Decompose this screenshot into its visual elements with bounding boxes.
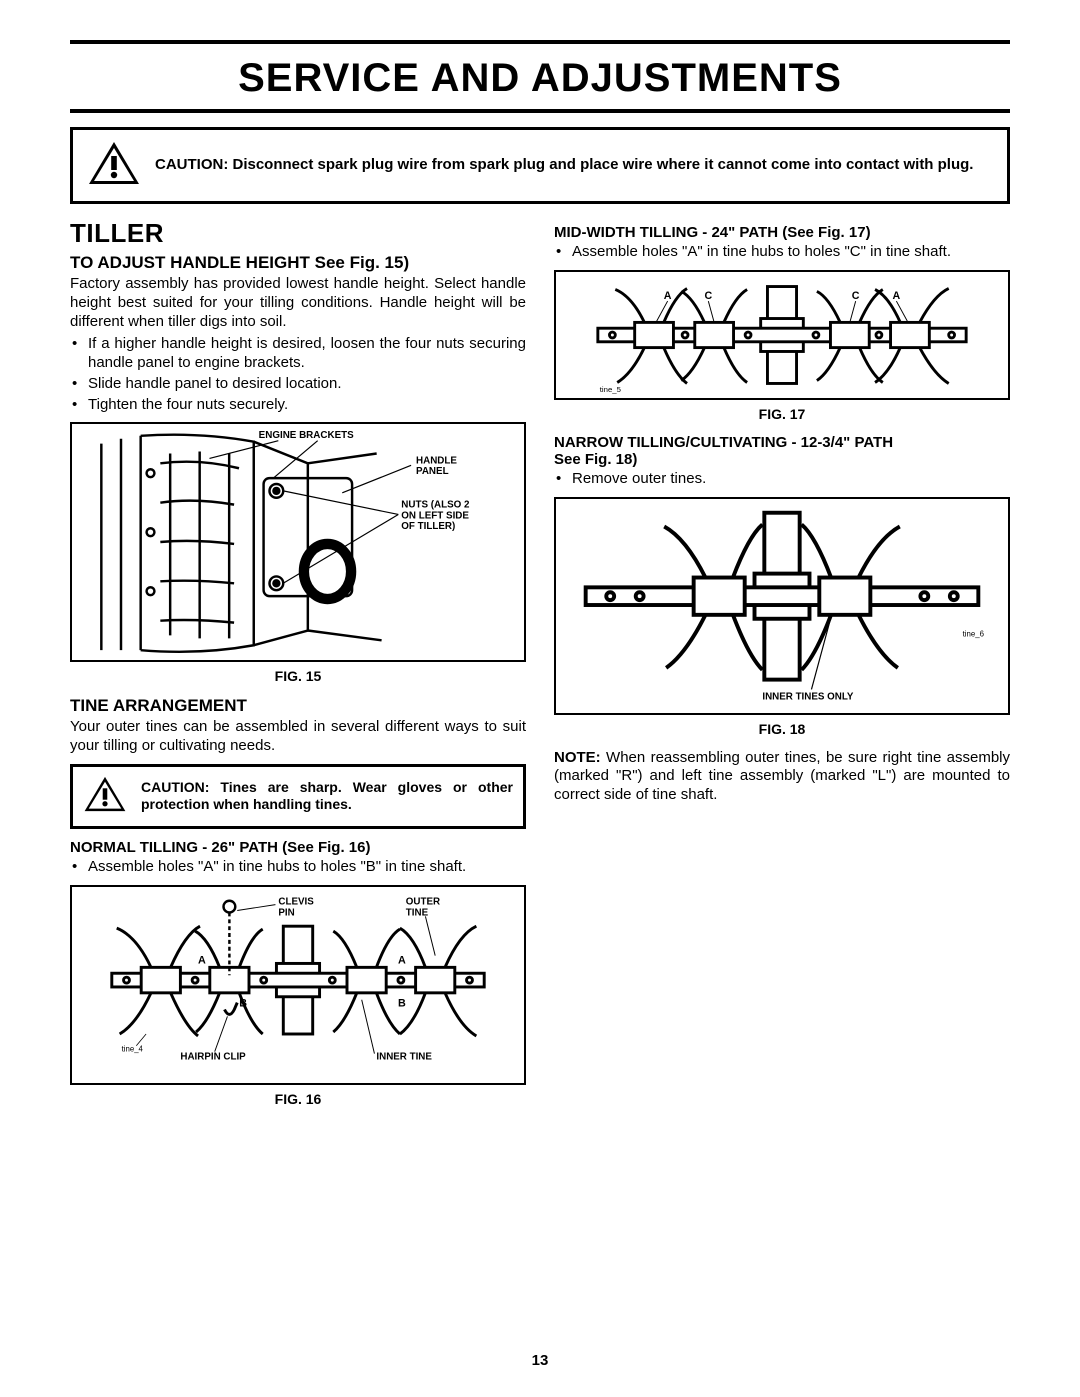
- normal-heading: NORMAL TILLING - 26" PATH (See Fig. 16): [70, 839, 526, 856]
- svg-text:tine_6: tine_6: [963, 629, 985, 638]
- warning-icon-small: [83, 775, 127, 818]
- adjust-bullets: If a higher handle height is desired, lo…: [70, 335, 526, 414]
- svg-text:tine_5: tine_5: [600, 385, 621, 394]
- svg-text:B: B: [239, 997, 247, 1009]
- left-column: TILLER TO ADJUST HANDLE HEIGHT See Fig. …: [70, 218, 526, 1119]
- page-title: SERVICE AND ADJUSTMENTS: [70, 56, 1010, 101]
- top-caution-text: CAUTION: Disconnect spark plug wire from…: [155, 156, 973, 175]
- tine-arr-para: Your outer tines can be assembled in sev…: [70, 718, 526, 756]
- note-para: NOTE: When reassembling outer tines, be …: [554, 749, 1010, 805]
- fig-17-box: A C C A tine_5: [554, 270, 1010, 400]
- mid-bullet: Assemble holes "A" in tine hubs to holes…: [572, 243, 1010, 262]
- svg-text:INNER TINE: INNER TINE: [376, 1051, 432, 1062]
- narrow-bullet: Remove outer tines.: [572, 470, 1010, 489]
- svg-text:A: A: [198, 954, 206, 966]
- narrow-bullets: Remove outer tines.: [554, 470, 1010, 489]
- fig-18-svg: INNER TINES ONLY tine_6: [556, 499, 1008, 713]
- svg-text:C: C: [704, 290, 712, 302]
- normal-bullet: Assemble holes "A" in tine hubs to holes…: [88, 858, 526, 877]
- adjust-bullet-1: If a higher handle height is desired, lo…: [88, 335, 526, 373]
- label-handle-panel: HANDLEPANEL: [416, 456, 457, 478]
- tiller-heading: TILLER: [70, 218, 526, 249]
- fig-15-svg: ENGINE BRACKETS HANDLEPANEL NUTS (ALSO 2…: [72, 424, 524, 660]
- fig-16-box: CLEVISPIN OUTERTINE A A B B HAIRPIN CLIP…: [70, 885, 526, 1085]
- content-columns: TILLER TO ADJUST HANDLE HEIGHT See Fig. …: [70, 218, 1010, 1119]
- tine-caution-text: CAUTION: Tines are sharp. Wear gloves or…: [141, 779, 513, 814]
- svg-text:INNER TINES ONLY: INNER TINES ONLY: [762, 691, 854, 702]
- caution-label: CAUTION:: [155, 156, 228, 173]
- svg-text:A: A: [664, 290, 672, 302]
- top-rule: [70, 40, 1010, 44]
- right-column: MID-WIDTH TILLING - 24" PATH (See Fig. 1…: [554, 218, 1010, 1119]
- fig-16-caption: FIG. 16: [70, 1091, 526, 1107]
- page-number: 13: [0, 1352, 1080, 1369]
- svg-text:C: C: [852, 290, 860, 302]
- svg-text:A: A: [398, 954, 406, 966]
- svg-text:B: B: [398, 997, 406, 1009]
- mid-heading: MID-WIDTH TILLING - 24" PATH (See Fig. 1…: [554, 224, 1010, 241]
- fig-17-svg: A C C A tine_5: [556, 272, 1008, 398]
- tine-caution-box: CAUTION: Tines are sharp. Wear gloves or…: [70, 764, 526, 829]
- svg-text:OUTERTINE: OUTERTINE: [406, 896, 440, 918]
- top-caution-box: CAUTION: Disconnect spark plug wire from…: [70, 127, 1010, 204]
- fig-15-box: ENGINE BRACKETS HANDLEPANEL NUTS (ALSO 2…: [70, 422, 526, 662]
- caution-body: Disconnect spark plug wire from spark pl…: [233, 156, 974, 173]
- label-engine-brackets: ENGINE BRACKETS: [259, 430, 354, 441]
- mid-bullets: Assemble holes "A" in tine hubs to holes…: [554, 243, 1010, 262]
- note-text: When reassembling outer tines, be sure r…: [554, 749, 1010, 804]
- adjust-bullet-3: Tighten the four nuts securely.: [88, 396, 526, 415]
- note-label: NOTE:: [554, 749, 601, 766]
- svg-text:tine_4: tine_4: [122, 1044, 144, 1053]
- adjust-bullet-2: Slide handle panel to desired location.: [88, 375, 526, 394]
- svg-text:CLEVISPIN: CLEVISPIN: [278, 896, 314, 918]
- svg-text:A: A: [892, 290, 900, 302]
- fig-17-caption: FIG. 17: [554, 406, 1010, 422]
- svg-text:HAIRPIN CLIP: HAIRPIN CLIP: [180, 1051, 246, 1062]
- fig-15-caption: FIG. 15: [70, 668, 526, 684]
- adjust-heading: TO ADJUST HANDLE HEIGHT See Fig. 15): [70, 253, 526, 273]
- fig-18-box: INNER TINES ONLY tine_6: [554, 497, 1010, 715]
- fig-18-caption: FIG. 18: [554, 721, 1010, 737]
- narrow-heading: NARROW TILLING/CULTIVATING - 12-3/4" PAT…: [554, 434, 1010, 468]
- label-nuts: NUTS (ALSO 2ON LEFT SIDEOF TILLER): [401, 500, 470, 533]
- warning-icon: [87, 140, 141, 191]
- fig-16-svg: CLEVISPIN OUTERTINE A A B B HAIRPIN CLIP…: [72, 887, 524, 1083]
- tine-arr-heading: TINE ARRANGEMENT: [70, 696, 526, 716]
- adjust-para: Factory assembly has provided lowest han…: [70, 275, 526, 331]
- title-rule: [70, 109, 1010, 113]
- normal-bullets: Assemble holes "A" in tine hubs to holes…: [70, 858, 526, 877]
